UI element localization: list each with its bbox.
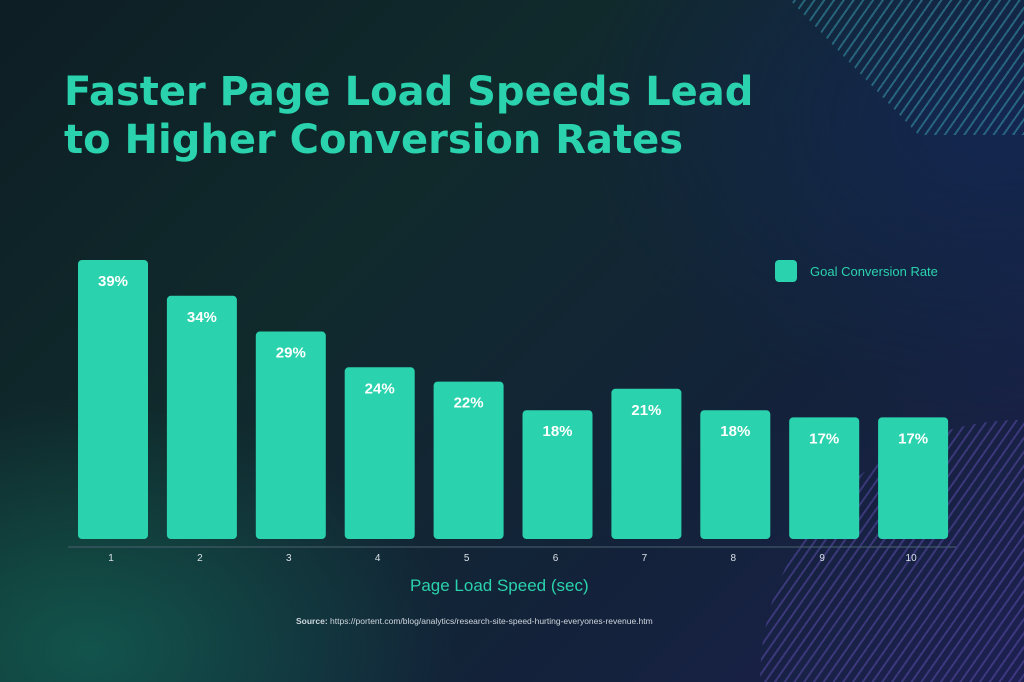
source-note: Source: https://portent.com/blog/analyti… (296, 616, 653, 626)
x-tick-label-2: 2 (197, 553, 203, 564)
x-axis-title: Page Load Speed (sec) (410, 576, 589, 595)
source-prefix: Source: (296, 616, 328, 626)
data-label-7: 21% (631, 402, 661, 419)
x-tick-label-3: 3 (286, 553, 292, 564)
x-tick-label-4: 4 (375, 553, 381, 564)
data-label-1: 39% (98, 273, 128, 290)
bar-5 (433, 381, 504, 539)
data-label-4: 24% (365, 380, 395, 397)
x-tick-label-9: 9 (819, 553, 825, 564)
source-url: https://portent.com/blog/analytics/resea… (330, 616, 653, 626)
bar-7 (611, 388, 682, 539)
chart-title-line-2: to Higher Conversion Rates (64, 117, 684, 163)
data-label-8: 18% (720, 423, 750, 440)
data-label-6: 18% (542, 423, 572, 440)
bar-6 (522, 410, 593, 539)
x-tick-label-1: 1 (108, 553, 114, 564)
legend-swatch (775, 260, 797, 282)
chart-title-line-1: Faster Page Load Speeds Lead (64, 69, 754, 115)
x-tick-label-6: 6 (553, 553, 559, 564)
data-label-10: 17% (898, 430, 928, 447)
data-label-5: 22% (454, 395, 484, 412)
legend-label: Goal Conversion Rate (810, 263, 938, 279)
data-label-2: 34% (187, 309, 217, 326)
bar-9 (789, 417, 860, 539)
chart-title: Faster Page Load Speeds Lead to Higher C… (64, 68, 784, 164)
bar-8 (700, 410, 771, 539)
bar-4 (344, 367, 415, 539)
legend: Goal Conversion Rate (775, 260, 938, 282)
data-label-9: 17% (809, 430, 839, 447)
data-label-3: 29% (276, 345, 306, 362)
bar-2 (166, 295, 237, 539)
x-tick-label-7: 7 (642, 553, 648, 564)
x-tick-label-8: 8 (731, 553, 737, 564)
x-tick-label-10: 10 (906, 553, 918, 564)
bar-3 (255, 331, 326, 539)
x-tick-label-5: 5 (464, 553, 470, 564)
bar-1 (78, 260, 148, 539)
bar-10 (878, 417, 949, 539)
